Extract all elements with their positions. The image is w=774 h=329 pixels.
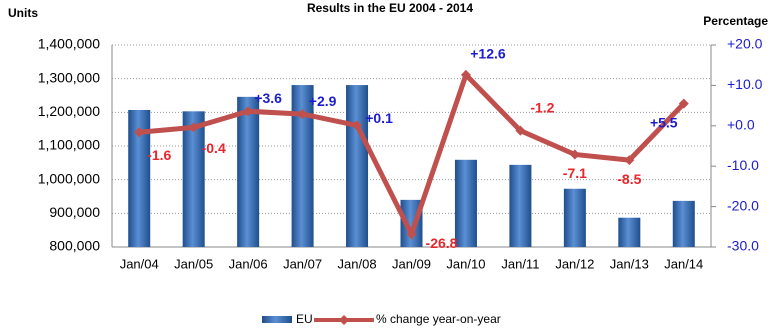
marker <box>515 125 526 136</box>
legend-label: % change year-on-year <box>376 312 501 326</box>
x-tick-label: Jan/04 <box>120 256 159 271</box>
y-tick-label: 1,000,000 <box>38 170 100 186</box>
legend-swatch <box>339 315 349 325</box>
x-tick-label: Jan/11 <box>501 256 539 271</box>
data-label: +5.5 <box>650 114 678 130</box>
bar <box>237 96 260 247</box>
y-tick-label: 1,100,000 <box>38 137 100 153</box>
x-tick-label: Jan/06 <box>229 256 268 271</box>
marker <box>678 98 689 109</box>
data-label: -1.2 <box>530 99 554 115</box>
y-axis-title: Units <box>8 6 38 20</box>
data-label: +12.6 <box>470 46 506 62</box>
bar <box>672 200 695 247</box>
x-tick-label: Jan/09 <box>392 256 431 271</box>
data-label: +2.9 <box>309 93 337 109</box>
marker <box>297 109 308 120</box>
y2-axis-title: Percentage <box>703 14 768 28</box>
data-label: -8.5 <box>617 171 641 187</box>
chart-title: Results in the EU 2004 - 2014 <box>307 1 473 15</box>
bar <box>291 85 314 248</box>
marker <box>243 106 254 117</box>
bar <box>563 188 586 247</box>
y-tick-label: 1,400,000 <box>38 36 100 52</box>
y2-tick-label: -20.0 <box>727 197 759 213</box>
data-label: -7.1 <box>563 165 587 181</box>
x-tick-label: Jan/12 <box>555 256 594 271</box>
data-label: -1.6 <box>147 147 171 163</box>
x-tick-label: Jan/14 <box>664 256 703 271</box>
data-label: +3.6 <box>254 90 282 106</box>
marker <box>352 120 363 131</box>
y-tick-label: 800,000 <box>49 238 100 254</box>
y-tick-label: 1,300,000 <box>38 69 100 85</box>
marker <box>406 229 417 240</box>
marker <box>134 127 145 138</box>
x-tick-label: Jan/07 <box>283 256 322 271</box>
bar <box>128 109 151 247</box>
bar <box>454 159 477 247</box>
y-tick-label: 900,000 <box>49 204 100 220</box>
y2-tick-label: -10.0 <box>727 157 759 173</box>
legend-label: EU <box>296 312 313 326</box>
bar <box>509 164 532 247</box>
x-tick-label: Jan/05 <box>174 256 213 271</box>
y2-tick-label: +20.0 <box>727 36 763 52</box>
data-label: +0.1 <box>365 110 393 126</box>
x-tick-label: Jan/10 <box>446 256 485 271</box>
marker <box>624 155 635 166</box>
y2-tick-label: -30.0 <box>727 238 759 254</box>
marker <box>460 69 471 80</box>
x-tick-label: Jan/13 <box>610 256 649 271</box>
data-label: -26.8 <box>426 235 458 251</box>
legend-swatch <box>262 316 292 323</box>
marker <box>188 122 199 133</box>
y-tick-label: 1,200,000 <box>38 103 100 119</box>
y2-tick-label: +0.0 <box>727 117 755 133</box>
bar <box>182 111 205 247</box>
y2-tick-label: +10.0 <box>727 76 763 92</box>
x-tick-label: Jan/08 <box>338 256 377 271</box>
marker <box>569 149 580 160</box>
bar <box>618 217 641 247</box>
data-label: -0.4 <box>202 140 226 156</box>
